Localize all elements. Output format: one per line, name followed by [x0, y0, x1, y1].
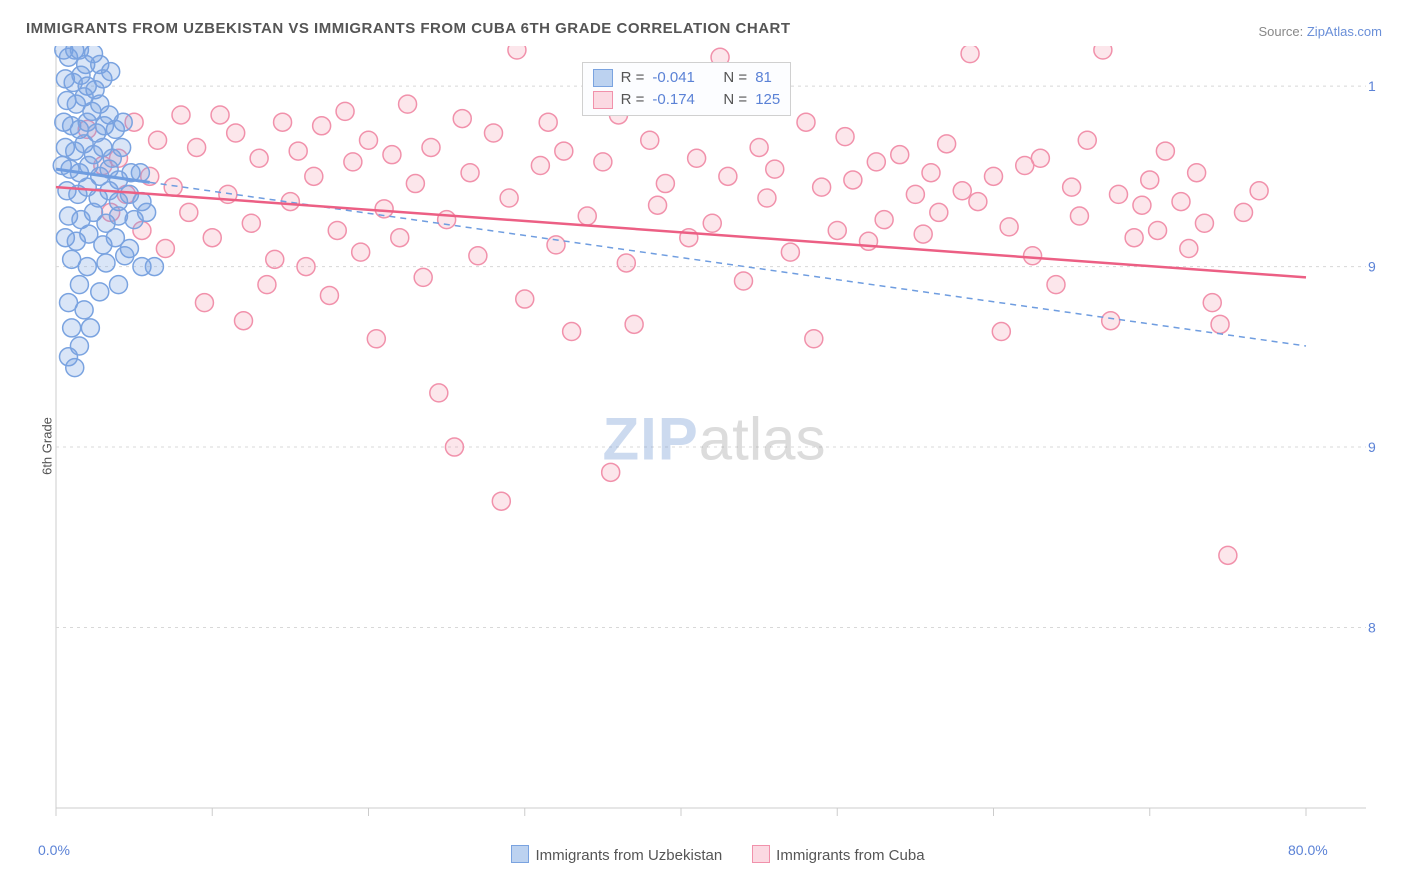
n-value: 81 — [755, 67, 772, 89]
legend-label: Immigrants from Cuba — [776, 847, 924, 864]
svg-text:85.0%: 85.0% — [1368, 620, 1376, 636]
stat-swatch — [593, 69, 613, 87]
r-label: R = — [621, 67, 645, 89]
n-label: N = — [723, 89, 747, 111]
plot-area: 85.0%90.0%95.0%100.0% ZIPatlas R = -0.04… — [52, 46, 1376, 832]
correlation-legend: R = -0.041 N = 81R = -0.174 N = 125 — [582, 62, 792, 116]
legend-swatch — [511, 845, 529, 863]
scatter-chart: 85.0% 90.0% 95.0% 100.0% — [52, 46, 1376, 832]
chart-title: IMMIGRANTS FROM UZBEKISTAN VS IMMIGRANTS… — [26, 20, 791, 37]
source-link[interactable]: ZipAtlas.com — [1307, 24, 1382, 39]
svg-text:100.0%: 100.0% — [1368, 78, 1376, 94]
stat-swatch — [593, 91, 613, 109]
series-legend: Immigrants from Uzbekistan Immigrants fro… — [0, 845, 1406, 864]
stat-legend-row: R = -0.041 N = 81 — [593, 67, 781, 89]
legend-label: Immigrants from Uzbekistan — [535, 847, 722, 864]
stat-legend-row: R = -0.174 N = 125 — [593, 89, 781, 111]
n-label: N = — [723, 67, 747, 89]
r-value: -0.174 — [652, 89, 695, 111]
legend-swatch — [752, 845, 770, 863]
source-attribution: Source: ZipAtlas.com — [1258, 24, 1382, 39]
r-value: -0.041 — [652, 67, 695, 89]
r-label: R = — [621, 89, 645, 111]
svg-text:95.0%: 95.0% — [1368, 259, 1376, 275]
svg-text:90.0%: 90.0% — [1368, 439, 1376, 455]
n-value: 125 — [755, 89, 780, 111]
source-prefix: Source: — [1258, 24, 1306, 39]
